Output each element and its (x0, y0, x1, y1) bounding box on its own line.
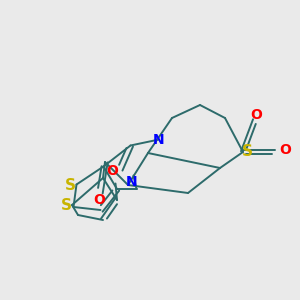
Text: N: N (126, 175, 138, 189)
Text: O: O (250, 108, 262, 122)
Text: O: O (280, 143, 291, 158)
Text: S: S (61, 197, 71, 212)
Text: S: S (242, 144, 253, 159)
Text: O: O (94, 193, 105, 207)
Text: N: N (152, 133, 164, 146)
Text: O: O (106, 164, 119, 178)
Text: S: S (64, 178, 75, 193)
